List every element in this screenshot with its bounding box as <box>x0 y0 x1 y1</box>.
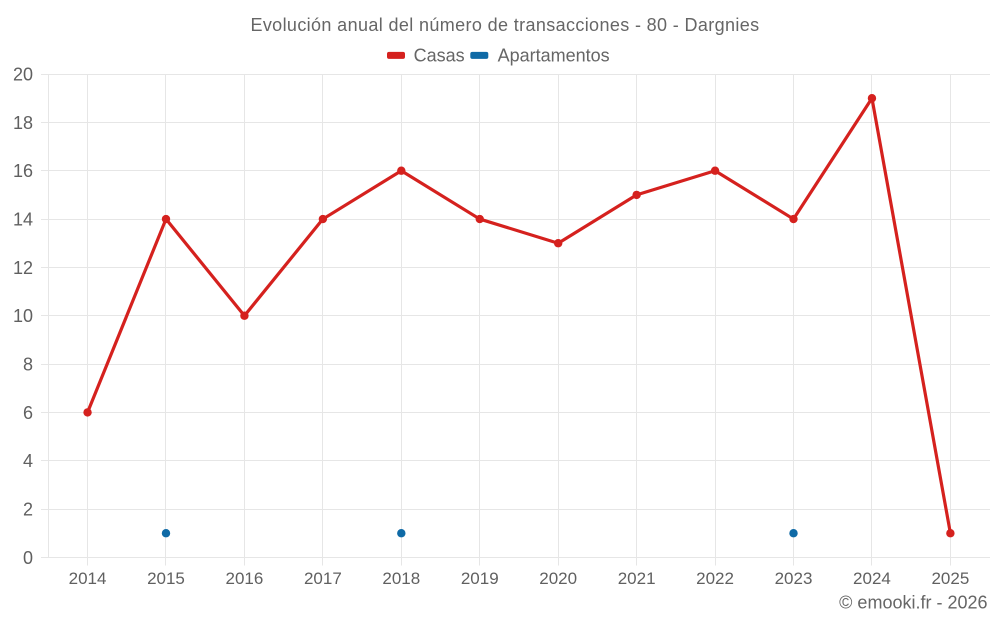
svg-text:2023: 2023 <box>775 569 813 588</box>
svg-text:2016: 2016 <box>226 569 264 588</box>
svg-text:2: 2 <box>23 500 33 520</box>
svg-text:8: 8 <box>23 355 33 375</box>
svg-text:2017: 2017 <box>304 569 342 588</box>
svg-text:2022: 2022 <box>696 569 734 588</box>
svg-text:2024: 2024 <box>853 569 891 588</box>
svg-text:2014: 2014 <box>69 569 107 588</box>
svg-text:2021: 2021 <box>618 569 656 588</box>
svg-text:© emooki.fr - 2026: © emooki.fr - 2026 <box>839 593 987 613</box>
svg-text:Evolución anual del número de: Evolución anual del número de transaccio… <box>250 15 759 35</box>
svg-text:2025: 2025 <box>931 569 969 588</box>
svg-text:4: 4 <box>23 451 33 471</box>
svg-text:16: 16 <box>13 161 33 181</box>
svg-text:0: 0 <box>23 548 33 568</box>
svg-text:2020: 2020 <box>539 569 577 588</box>
svg-text:2015: 2015 <box>147 569 185 588</box>
svg-text:12: 12 <box>13 258 33 278</box>
svg-text:6: 6 <box>23 403 33 423</box>
svg-text:Apartamentos: Apartamentos <box>498 46 610 66</box>
svg-text:2019: 2019 <box>461 569 499 588</box>
svg-text:14: 14 <box>13 210 33 230</box>
svg-text:Casas: Casas <box>414 46 465 66</box>
svg-text:2018: 2018 <box>382 569 420 588</box>
svg-text:20: 20 <box>13 65 33 85</box>
svg-text:10: 10 <box>13 306 33 326</box>
svg-text:18: 18 <box>13 113 33 133</box>
